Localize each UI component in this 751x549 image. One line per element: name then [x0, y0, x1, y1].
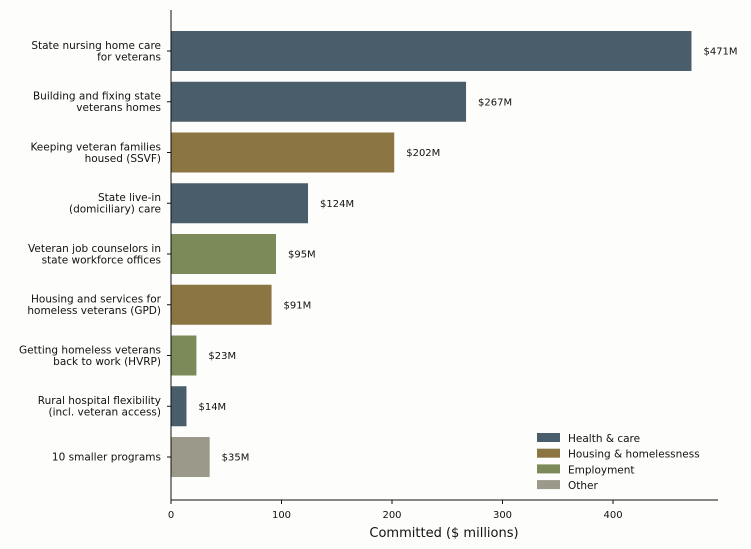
bar [171, 284, 272, 325]
legend-label: Housing & homelessness [568, 449, 700, 461]
bar [171, 234, 276, 274]
bar [171, 437, 210, 477]
bar [171, 31, 692, 71]
bar [171, 335, 197, 376]
category-label: State live-in (domiciliary) care [69, 192, 161, 216]
category-label: Rural hospital flexibility (incl. veteran… [38, 395, 161, 419]
category-label: 10 smaller programs [52, 452, 161, 464]
bar-value-label: $471M [703, 47, 737, 58]
category-label: Building and fixing state veterans homes [33, 91, 161, 115]
category-labels: State nursing home care for veterans Build… [19, 40, 171, 464]
category-label: Getting homeless veterans back to work (H… [19, 344, 161, 368]
legend-swatch [537, 464, 560, 474]
bars: $471M $267M $202M $124M $95M $91M $23M $14M $35M [171, 31, 738, 477]
bar-value-label: $14M [198, 402, 226, 413]
legend-label: Other [568, 480, 598, 492]
bar-value-label: $124M [320, 199, 354, 210]
x-tick-label: 300 [493, 510, 512, 521]
bar-value-label: $202M [406, 148, 440, 159]
x-ticks: 0 100 200 300 400 [168, 500, 623, 521]
legend-swatch [537, 433, 560, 442]
bar-value-label: $95M [288, 250, 316, 261]
legend-label: Employment [568, 464, 635, 476]
legend-label: Health & care [568, 433, 640, 445]
bar [171, 183, 309, 224]
bar [171, 386, 187, 427]
bar [171, 132, 395, 173]
bar-value-label: $23M [208, 351, 236, 362]
x-axis-label: Committed ($ millions) [369, 526, 518, 541]
axes [170, 10, 718, 501]
bar [171, 81, 467, 122]
x-tick-label: 200 [382, 510, 401, 521]
x-tick-label: 100 [272, 510, 291, 521]
category-label: Keeping veteran families housed (SSVF) [30, 141, 161, 165]
category-label: Housing and services for homeless veteran… [27, 294, 161, 318]
legend-swatch [537, 480, 560, 490]
x-tick-label: 0 [168, 510, 174, 521]
category-label: Veteran job counselors in state workforce… [28, 243, 161, 267]
bar-value-label: $35M [222, 453, 250, 464]
bar-value-label: $267M [478, 97, 512, 108]
legend-swatch [537, 448, 560, 458]
x-tick-label: 400 [603, 510, 622, 521]
legend: Health & care Housing & homelessness Emplo… [537, 433, 700, 492]
category-label: State nursing home care for veterans [31, 40, 161, 64]
bar-value-label: $91M [284, 300, 312, 311]
